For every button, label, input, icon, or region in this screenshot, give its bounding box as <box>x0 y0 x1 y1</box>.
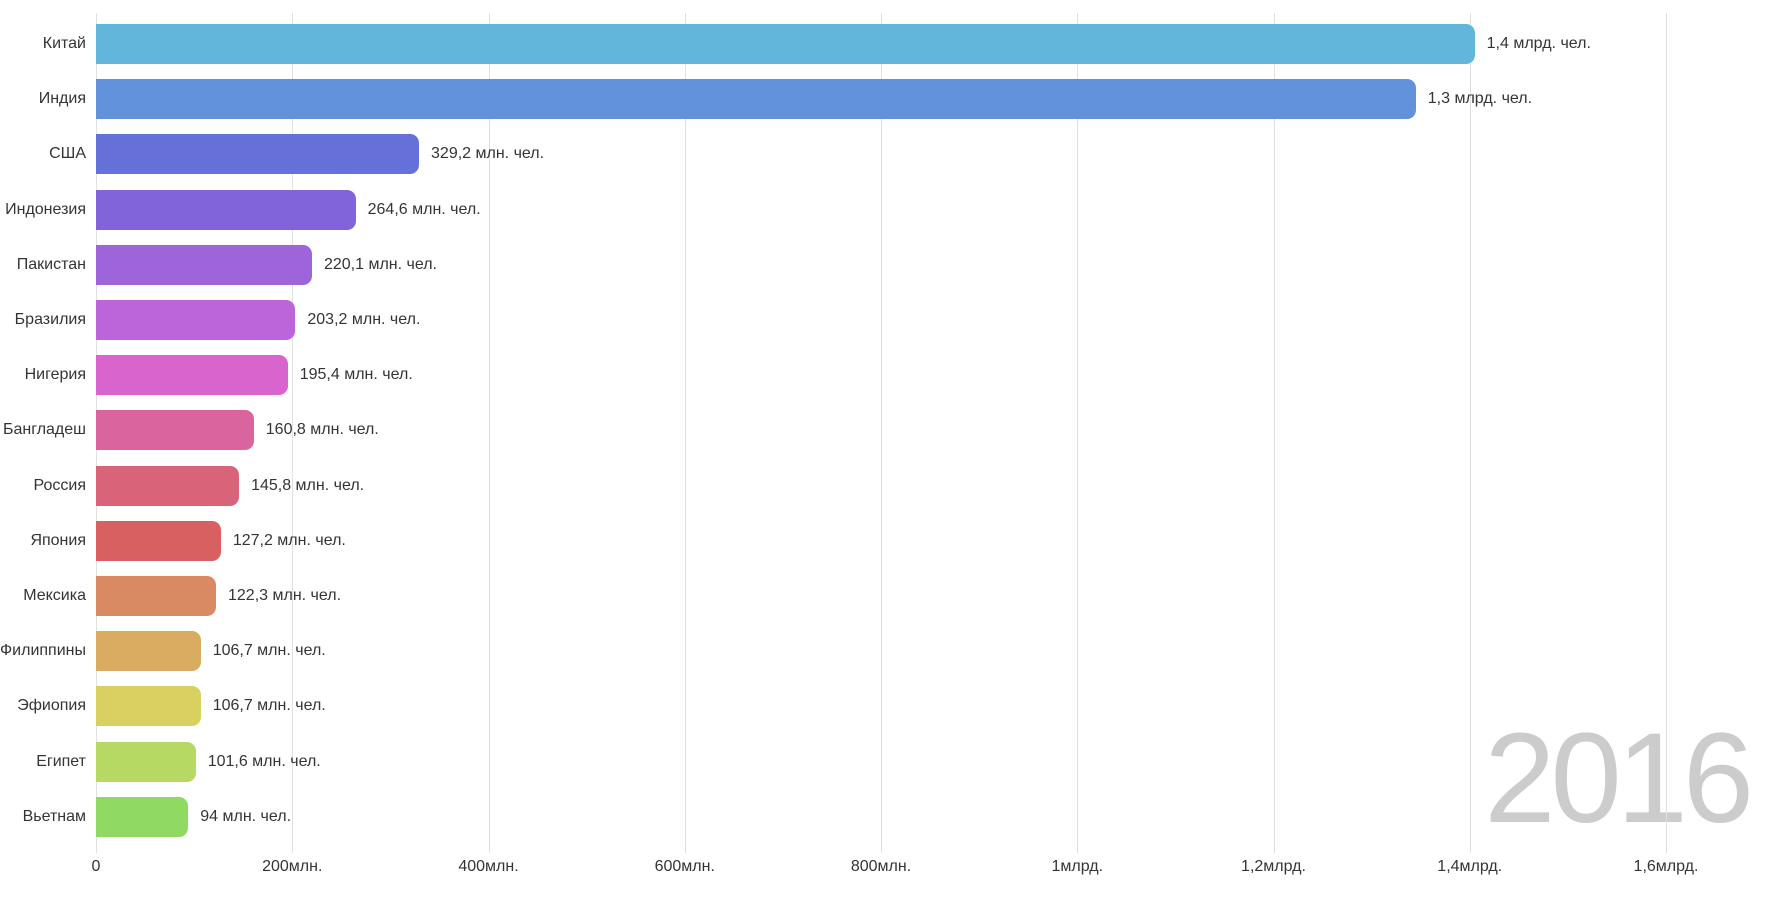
x-axis-tick-label: 600млн. <box>654 858 715 875</box>
gridline <box>1469 13 1471 853</box>
bar[interactable] <box>96 134 420 175</box>
gridline <box>1666 13 1667 853</box>
category-label: Китай <box>42 35 86 52</box>
category-label: Пакистан <box>16 255 86 273</box>
value-label: 329,2 млн. чел. <box>431 145 545 163</box>
gridline <box>684 13 686 853</box>
bar[interactable] <box>96 796 189 837</box>
bar[interactable] <box>96 465 240 506</box>
x-axis-tick-label: 400млн. <box>458 858 519 875</box>
category-label: Мексика <box>23 587 86 604</box>
category-label: Нигерия <box>24 366 86 384</box>
bar[interactable] <box>96 300 296 340</box>
value-label: 122,3 млн. чел. <box>228 587 342 604</box>
category-label: Эфиопия <box>17 697 86 715</box>
value-label: 101,6 млн. чел. <box>207 752 321 770</box>
plot-area: 0 200млн. 400млн. 600млн. 800млн. 1млрд. 1,2мл… <box>92 0 1698 900</box>
x-axis-tick-label: 200млн. <box>262 858 323 875</box>
value-label: 220,1 млн. чел. <box>323 255 437 273</box>
bar[interactable] <box>96 631 201 672</box>
value-label: 106,7 млн. чел. <box>212 642 326 660</box>
value-label: 264,6 млн. чел. <box>367 200 481 218</box>
gridline <box>488 13 490 853</box>
gridline <box>881 13 882 853</box>
bar[interactable] <box>96 355 288 396</box>
year-watermark: 2016 <box>1484 707 1754 850</box>
value-label: 160,8 млн. чел. <box>265 421 379 439</box>
category-label: США <box>49 145 86 163</box>
bar[interactable] <box>96 24 1475 64</box>
category-label: Вьетнам <box>22 807 86 825</box>
value-label: 1,4 млрд. чел. <box>1486 35 1591 52</box>
gridline <box>1077 13 1079 853</box>
category-label: Филиппины <box>0 642 86 660</box>
bar[interactable] <box>96 686 201 727</box>
category-label: Индия <box>38 90 86 108</box>
value-label: 94 млн. чел. <box>200 807 292 825</box>
bar[interactable] <box>96 520 221 561</box>
value-label: 106,7 млн. чел. <box>212 697 326 715</box>
x-axis-tick-label: 1,6млрд. <box>1633 858 1699 875</box>
x-axis-tick-label: 0 <box>91 858 101 875</box>
bar[interactable] <box>96 79 1416 120</box>
bar[interactable] <box>96 244 312 285</box>
category-label: Россия <box>33 476 86 494</box>
category-label: Бразилия <box>14 311 86 328</box>
value-label: 1,3 млрд. чел. <box>1427 90 1533 108</box>
bar[interactable] <box>96 741 196 782</box>
x-axis-tick-label: 1млрд. <box>1051 858 1104 875</box>
category-label: Египет <box>36 752 86 770</box>
value-label: 127,2 млн. чел. <box>232 531 346 549</box>
x-axis-tick-label: 1,4млрд. <box>1437 858 1503 875</box>
category-label: Бангладеш <box>2 421 86 439</box>
value-label: 145,8 млн. чел. <box>251 476 365 494</box>
x-axis-tick-label: 1,2млрд. <box>1241 858 1306 875</box>
value-label: 203,2 млн. чел. <box>307 311 421 328</box>
bar[interactable] <box>96 576 216 616</box>
bar[interactable] <box>96 410 254 451</box>
gridline <box>1273 13 1275 853</box>
value-label: 195,4 млн. чел. <box>299 366 413 384</box>
category-label: Япония <box>30 531 86 549</box>
gridline <box>292 13 294 853</box>
x-axis-tick-label: 800млн. <box>850 858 912 875</box>
bar[interactable] <box>96 189 356 230</box>
category-label: Индонезия <box>5 200 86 218</box>
